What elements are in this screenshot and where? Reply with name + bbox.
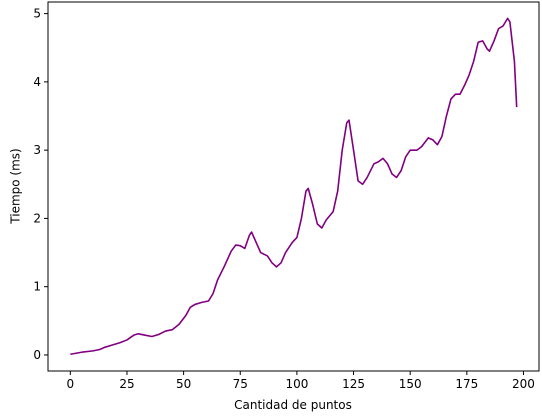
- y-tick-label: 2: [33, 211, 41, 225]
- y-tick-label: 3: [33, 143, 41, 157]
- x-tick-label: 75: [233, 377, 248, 391]
- y-axis-label: Tiempo (ms): [9, 148, 23, 224]
- x-tick-label: 50: [176, 377, 191, 391]
- y-tick-label: 5: [33, 7, 41, 21]
- x-tick-label: 100: [285, 377, 308, 391]
- x-tick-label: 125: [342, 377, 365, 391]
- y-tick-label: 1: [33, 280, 41, 294]
- x-tick-label: 25: [119, 377, 134, 391]
- line-series: [70, 17, 518, 356]
- y-tick-label: 0: [33, 348, 41, 362]
- x-tick-label: 150: [399, 377, 422, 391]
- axes-frame: [47, 1, 540, 372]
- x-tick-label: 0: [66, 377, 74, 391]
- x-tick-label: 200: [512, 377, 535, 391]
- y-tick-label: 4: [33, 75, 41, 89]
- x-tick-label: 175: [455, 377, 478, 391]
- x-axis-label: Cantidad de puntos: [234, 398, 352, 412]
